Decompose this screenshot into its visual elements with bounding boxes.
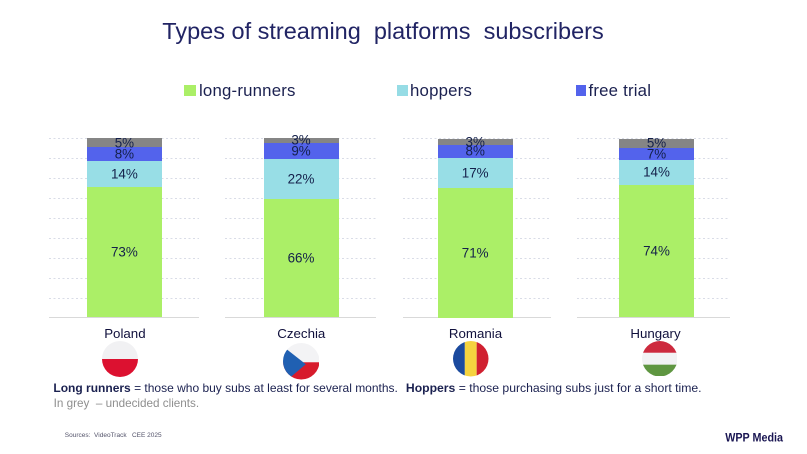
svg-text:WPP Media: WPP Media — [725, 431, 783, 444]
